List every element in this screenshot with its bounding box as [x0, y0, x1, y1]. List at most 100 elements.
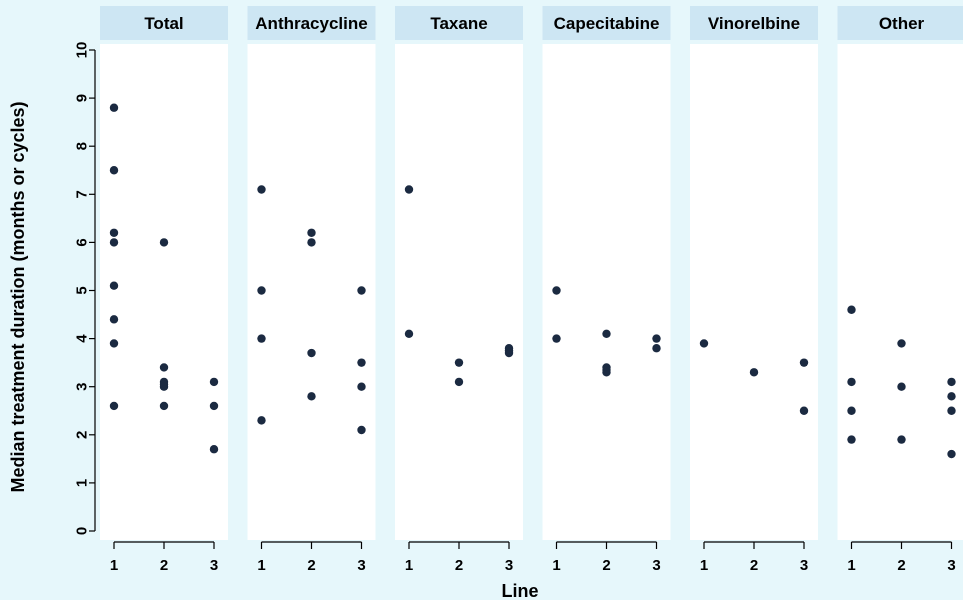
data-point-anthracycline-1: [257, 286, 266, 295]
x-tick-label-anthracycline-1: 1: [257, 557, 265, 574]
data-point-total-1: [109, 166, 119, 175]
data-point-vinorelbine-2: [799, 358, 809, 367]
data-point-total-5: [109, 315, 119, 324]
data-point-other-2: [847, 406, 856, 415]
data-point-total-7: [109, 401, 119, 411]
panel-total: Total 1 2 3: [100, 6, 228, 574]
panel-plot-area-capecitabine: [542, 44, 671, 540]
x-tick-label-anthracycline-3: 3: [357, 557, 365, 574]
panel-strip-vinorelbine: [690, 6, 818, 40]
panel-strip-capecitabine: [542, 6, 671, 40]
panel-strip-taxane: [395, 6, 523, 40]
panel-capecitabine: Capecitabine 1 2 3: [542, 6, 671, 574]
x-tick-label-vinorelbine-2: 2: [750, 557, 758, 574]
data-point-other-0: [847, 305, 856, 314]
y-tick-label-2: 2: [73, 431, 90, 439]
x-tick-label-other-2: 2: [897, 557, 905, 574]
data-point-total-12: [159, 382, 169, 391]
panel-title-anthracycline: Anthracycline: [255, 14, 367, 33]
data-point-taxane-6: [504, 348, 514, 358]
panel-plot-area-other: [837, 44, 963, 540]
panel-title-other: Other: [879, 14, 925, 33]
data-point-other-7: [947, 377, 956, 387]
x-tick-label-capecitabine-1: 1: [552, 557, 560, 574]
data-point-other-8: [947, 392, 956, 401]
x-tick-label-taxane-2: 2: [455, 557, 463, 574]
data-point-other-5: [897, 382, 906, 391]
y-tick-label-4: 4: [73, 334, 90, 343]
data-point-capecitabine-5: [602, 368, 611, 377]
panel-strip-other: [837, 6, 963, 40]
data-point-anthracycline-2: [257, 334, 266, 343]
panel-strip-total: [100, 6, 228, 40]
y-tick-label-6: 6: [73, 238, 90, 246]
x-tick-label-other-1: 1: [847, 557, 855, 574]
x-tick-label-taxane-1: 1: [405, 557, 413, 574]
panel-strip-anthracycline: [247, 6, 376, 40]
x-tick-label-anthracycline-2: 2: [307, 557, 315, 574]
data-point-anthracycline-5: [307, 238, 316, 247]
data-point-taxane-0: [404, 185, 414, 194]
y-axis-title: Median treatment duration (months or cyc…: [8, 101, 28, 492]
panel-title-total: Total: [144, 14, 183, 33]
data-point-other-10: [947, 449, 956, 459]
data-point-capecitabine-2: [602, 329, 611, 338]
panel-other: Other 1 2 3: [837, 6, 963, 574]
data-point-total-13: [159, 401, 169, 411]
x-tick-label-total-2: 2: [160, 557, 168, 574]
data-point-total-2: [109, 228, 119, 237]
data-point-other-3: [847, 435, 856, 444]
panel-taxane: Taxane 1 2 3: [395, 6, 523, 574]
data-point-anthracycline-10: [357, 382, 366, 391]
data-point-total-9: [159, 363, 169, 372]
data-point-taxane-2: [454, 358, 464, 367]
panel-title-vinorelbine: Vinorelbine: [708, 14, 800, 33]
data-point-anthracycline-8: [357, 286, 366, 295]
data-point-capecitabine-6: [652, 334, 661, 343]
data-point-taxane-1: [404, 329, 414, 338]
panel-title-taxane: Taxane: [430, 14, 487, 33]
y-tick-label-7: 7: [73, 190, 90, 198]
y-tick-label-10: 10: [73, 42, 90, 59]
data-point-total-14: [209, 377, 219, 387]
data-point-total-6: [109, 339, 119, 348]
data-point-vinorelbine-0: [699, 339, 709, 348]
data-point-anthracycline-3: [257, 416, 266, 425]
data-point-total-16: [209, 445, 219, 454]
data-point-other-9: [947, 406, 956, 415]
data-point-other-1: [847, 377, 856, 387]
data-point-capecitabine-1: [552, 334, 561, 343]
data-point-total-3: [109, 238, 119, 247]
x-tick-label-total-1: 1: [110, 557, 118, 574]
data-point-anthracycline-7: [307, 392, 316, 401]
data-point-capecitabine-0: [552, 286, 561, 295]
panel-plot-area-total: [100, 44, 228, 540]
data-point-total-4: [109, 281, 119, 290]
data-point-taxane-3: [454, 377, 464, 387]
data-point-anthracycline-11: [357, 425, 366, 435]
x-tick-label-vinorelbine-1: 1: [700, 557, 708, 574]
x-tick-label-capecitabine-3: 3: [652, 557, 660, 574]
panel-anthracycline: Anthracycline 1 2 3: [247, 6, 376, 574]
x-tick-label-vinorelbine-3: 3: [800, 557, 808, 574]
panel-plot-area-taxane: [395, 44, 523, 540]
data-point-total-0: [109, 103, 119, 112]
data-point-total-15: [209, 401, 219, 411]
y-tick-label-5: 5: [73, 286, 90, 294]
data-point-anthracycline-0: [257, 185, 266, 194]
y-tick-label-9: 9: [73, 94, 90, 102]
data-point-other-6: [897, 435, 906, 444]
panel-plot-area-vinorelbine: [690, 44, 818, 540]
x-tick-label-capecitabine-2: 2: [602, 557, 610, 574]
panel-title-capecitabine: Capecitabine: [554, 14, 660, 33]
x-tick-label-taxane-3: 3: [505, 557, 513, 574]
data-point-anthracycline-9: [357, 358, 366, 367]
y-axis: 0 1 2 3 4 5 6 7 8 9 10: [73, 42, 96, 535]
y-tick-label-0: 0: [73, 527, 90, 535]
y-tick-label-1: 1: [73, 479, 90, 487]
x-tick-label-total-3: 3: [210, 557, 218, 574]
data-point-anthracycline-6: [307, 348, 316, 358]
y-tick-label-3: 3: [73, 383, 90, 391]
